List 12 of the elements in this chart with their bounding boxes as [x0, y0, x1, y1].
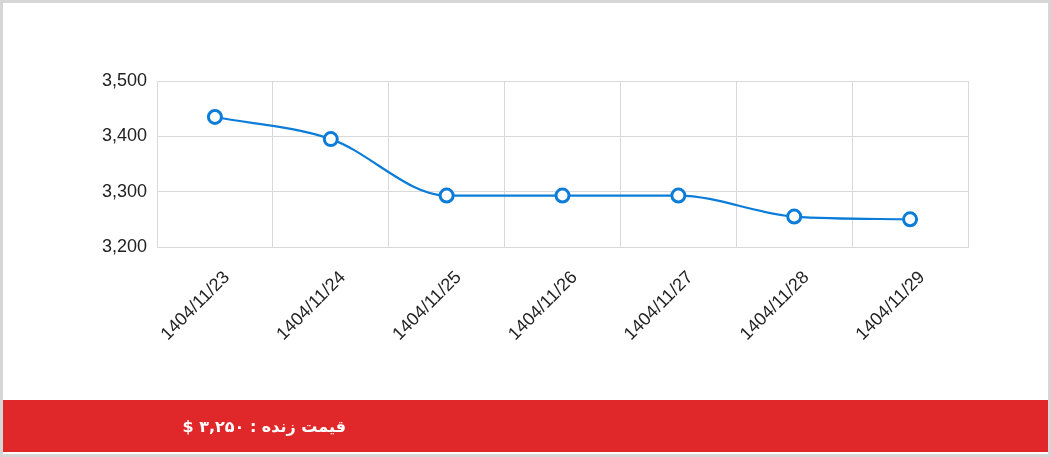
point: [438, 187, 455, 204]
point: [206, 108, 223, 125]
point: [322, 131, 339, 148]
y-tick-label: 3,400: [101, 125, 147, 146]
y-tick-label: 3,500: [101, 69, 147, 90]
y-tick-label: 3,300: [101, 180, 147, 201]
point: [786, 208, 803, 225]
y-tick-label: 3,200: [101, 235, 147, 256]
point: [902, 211, 919, 228]
point: [670, 187, 687, 204]
footer-banner: قیمت زنده : ۳,۲۵۰ $: [3, 400, 1048, 452]
point: [554, 187, 571, 204]
